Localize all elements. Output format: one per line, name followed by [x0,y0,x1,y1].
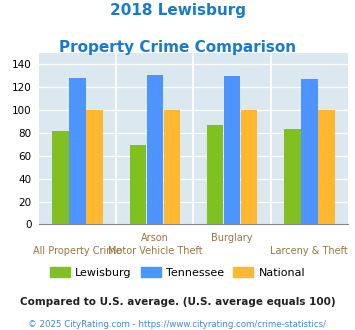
Bar [70,78,86,224]
Text: Burglary: Burglary [211,233,253,243]
Text: Compared to U.S. average. (U.S. average equals 100): Compared to U.S. average. (U.S. average … [20,297,335,307]
Bar [53,131,69,224]
Bar [207,125,223,224]
Text: Arson: Arson [141,233,169,243]
Bar [318,110,334,224]
Bar [164,110,180,224]
Text: Motor Vehicle Theft: Motor Vehicle Theft [108,246,202,256]
Bar [224,76,240,224]
Bar [241,110,257,224]
Text: © 2025 CityRating.com - https://www.cityrating.com/crime-statistics/: © 2025 CityRating.com - https://www.city… [28,320,327,329]
Bar [147,75,163,224]
Bar [301,79,317,224]
Bar [130,146,146,224]
Text: 2018 Lewisburg: 2018 Lewisburg [109,3,246,18]
Text: Larceny & Theft: Larceny & Theft [271,246,348,256]
Bar [284,129,301,224]
Legend: Lewisburg, Tennessee, National: Lewisburg, Tennessee, National [45,263,310,282]
Bar [86,110,103,224]
Text: Property Crime Comparison: Property Crime Comparison [59,40,296,54]
Text: All Property Crime: All Property Crime [33,246,122,256]
